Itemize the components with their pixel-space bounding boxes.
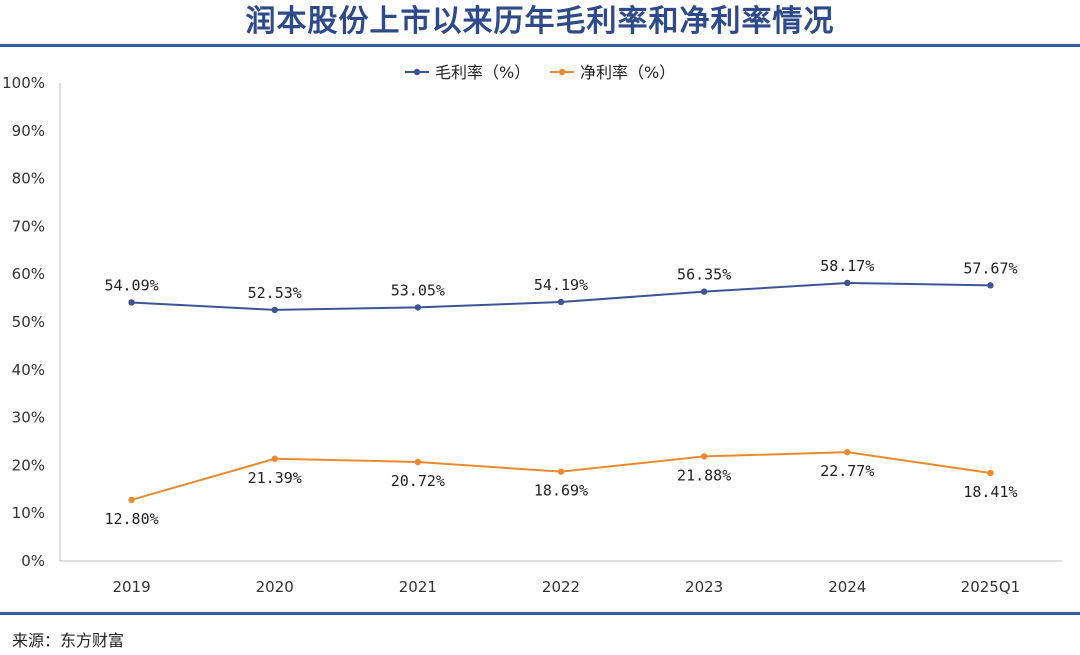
y-tick-label: 0% bbox=[21, 552, 45, 570]
y-tick-label: 30% bbox=[12, 409, 45, 427]
data-point bbox=[271, 455, 278, 462]
legend-swatch-marker bbox=[558, 68, 566, 76]
data-label: 20.72% bbox=[391, 472, 445, 490]
legend-item: 净利率（%） bbox=[550, 63, 675, 82]
legend: 毛利率（%） 净利率（%） bbox=[405, 63, 675, 82]
data-point bbox=[414, 458, 422, 466]
data-label: 57.67% bbox=[963, 259, 1017, 277]
y-tick-label: 90% bbox=[12, 122, 45, 140]
data-point bbox=[987, 282, 994, 289]
data-label: 52.53% bbox=[248, 284, 302, 302]
x-axis: 2019 2020 2021 2022 2023 2024 2025Q1 bbox=[60, 560, 1062, 596]
y-tick-label: 100% bbox=[2, 74, 45, 92]
data-label: 54.09% bbox=[104, 276, 158, 294]
x-tick-label: 2020 bbox=[256, 578, 294, 596]
data-label: 12.80% bbox=[104, 510, 158, 528]
data-label: 22.77% bbox=[820, 462, 874, 480]
data-point bbox=[844, 448, 851, 456]
x-tick-label: 2025Q1 bbox=[961, 578, 1021, 596]
data-point bbox=[557, 298, 565, 306]
legend-label: 净利率（%） bbox=[580, 63, 675, 82]
legend-label: 毛利率（%） bbox=[435, 63, 530, 82]
data-point bbox=[414, 304, 422, 311]
y-tick-label: 10% bbox=[12, 504, 45, 522]
data-label: 58.17% bbox=[820, 257, 874, 275]
data-label: 54.19% bbox=[534, 276, 588, 294]
data-point bbox=[987, 469, 994, 477]
y-tick-label: 80% bbox=[12, 170, 45, 188]
footer-divider bbox=[0, 612, 1080, 615]
y-tick-label: 60% bbox=[12, 265, 45, 283]
data-point bbox=[128, 496, 135, 504]
y-tick-label: 70% bbox=[12, 217, 45, 235]
data-label: 21.39% bbox=[248, 469, 302, 487]
x-tick-label: 2019 bbox=[112, 578, 150, 596]
x-tick-label: 2022 bbox=[542, 578, 580, 596]
x-tick-label: 2023 bbox=[685, 578, 723, 596]
x-tick-label: 2021 bbox=[399, 578, 437, 596]
y-tick-label: 50% bbox=[12, 313, 45, 331]
legend-swatch-marker bbox=[413, 68, 421, 76]
data-point bbox=[700, 453, 708, 460]
series-layer: 54.09% 52.53% 53.05% 54.19% 56.35% 58.17% 57.6… bbox=[104, 257, 1017, 528]
legend-item: 毛利率（%） bbox=[405, 63, 530, 82]
series-1: 54.09% 52.53% 53.05% 54.19% 56.35% 58.17% 57.6… bbox=[104, 257, 1018, 314]
y-axis: 0% 10% 20% 30% 40% 50% 60% 70% 80% 90% 100% bbox=[2, 74, 61, 570]
data-point bbox=[128, 299, 135, 306]
source-note: 来源：东方财富 bbox=[12, 631, 125, 650]
title-divider bbox=[0, 44, 1080, 47]
data-label: 18.69% bbox=[534, 482, 588, 500]
line-chart: 毛利率（%） 净利率（%） 0% 10% 20% 30% 40% 50% 60% 70% 80% 9… bbox=[2, 63, 1062, 596]
data-label: 53.05% bbox=[391, 281, 445, 299]
y-tick-label: 40% bbox=[12, 361, 45, 379]
data-label: 56.35% bbox=[677, 266, 731, 284]
series-2: 12.80% 21.39% 20.72% 18.69% 21.88% 22.77% 18.4… bbox=[104, 448, 1018, 528]
x-tick-label: 2024 bbox=[828, 578, 866, 596]
data-point bbox=[844, 279, 851, 287]
data-point bbox=[700, 288, 708, 295]
data-label: 18.41% bbox=[963, 483, 1017, 501]
data-label: 21.88% bbox=[677, 466, 731, 484]
chart-title: 润本股份上市以来历年毛利率和净利率情况 bbox=[245, 4, 835, 39]
data-point bbox=[557, 468, 565, 475]
data-point bbox=[271, 306, 278, 314]
y-tick-label: 20% bbox=[12, 456, 45, 474]
